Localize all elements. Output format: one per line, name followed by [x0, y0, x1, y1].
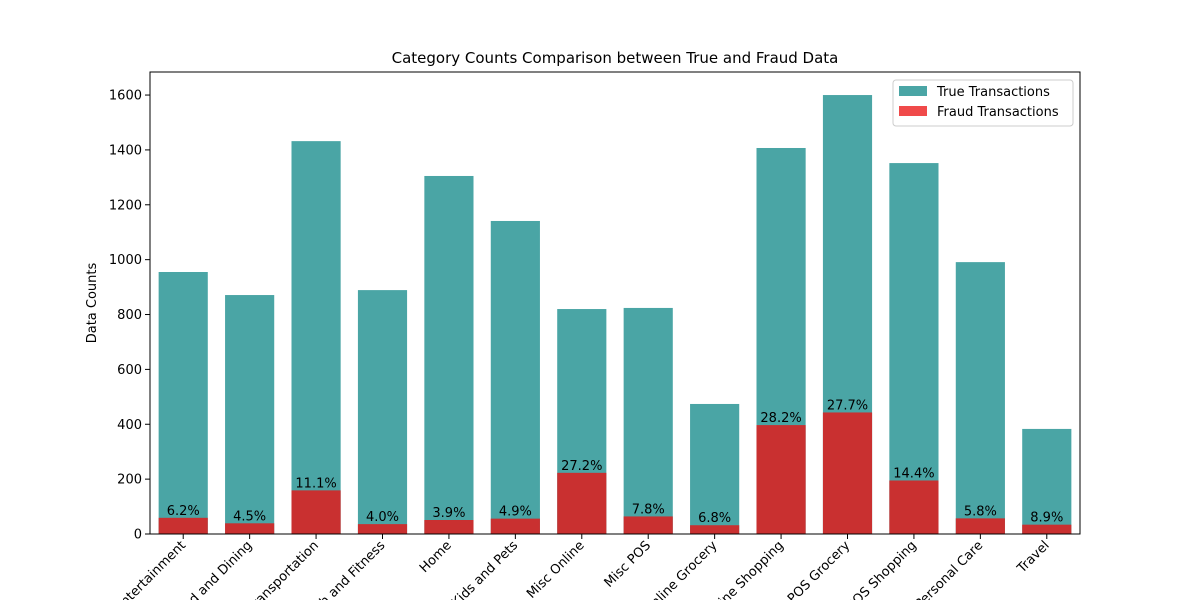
x-tick-label: Entertainment: [112, 538, 189, 600]
bar: [623, 516, 673, 534]
bar: [158, 517, 208, 534]
bar: [822, 412, 873, 534]
bar: [225, 295, 275, 534]
bar: [623, 307, 673, 534]
bar: [225, 523, 275, 534]
bar: [158, 271, 208, 534]
bar: [490, 220, 540, 534]
y-tick-label: 400: [117, 418, 142, 433]
y-tick-label: 1600: [109, 89, 142, 104]
x-tick-label: Personal Care: [912, 538, 986, 600]
plot-frame: [149, 71, 1081, 535]
x-tick-label: Travel: [1014, 538, 1053, 577]
bar: [357, 290, 408, 534]
y-tick-label: 1200: [109, 198, 142, 213]
data-label: 27.2%: [561, 459, 602, 474]
data-label: 11.1%: [295, 476, 336, 491]
legend-label: Fraud Transactions: [937, 105, 1059, 120]
bar: [889, 163, 939, 534]
bar: [291, 490, 341, 534]
y-tick-label: 0: [134, 528, 142, 543]
x-tick-label: POS Shopping: [844, 538, 919, 600]
data-label: 6.2%: [167, 504, 200, 519]
x-tick-label: Misc POS: [602, 538, 654, 590]
bar: [756, 425, 806, 534]
bar: [690, 525, 740, 534]
x-tick-label: Misc Online: [524, 538, 588, 600]
bar: [557, 472, 607, 534]
x-tick-label: Home: [417, 538, 455, 576]
legend-label: True Transactions: [936, 85, 1050, 100]
bar: [955, 262, 1005, 534]
data-label: 3.9%: [432, 506, 465, 521]
legend-swatch: [899, 106, 927, 116]
y-tick-label: 600: [117, 363, 142, 378]
data-label: 27.7%: [827, 398, 868, 413]
data-label: 14.4%: [893, 467, 934, 482]
bar: [1022, 428, 1072, 534]
legend-swatch: [899, 86, 927, 96]
chart-title: Category Counts Comparison between True …: [392, 49, 839, 67]
x-tick-label: POS Grocery: [785, 538, 854, 600]
x-tick-label: Kids and Pets: [449, 538, 521, 600]
data-label: 4.5%: [233, 509, 266, 524]
y-tick-label: 1000: [109, 253, 142, 268]
bar: [1022, 524, 1072, 534]
y-tick-label: 1400: [109, 143, 142, 158]
data-label: 8.9%: [1030, 511, 1063, 526]
legend-box: [892, 79, 1074, 127]
data-label: 4.0%: [366, 510, 399, 525]
bar: [490, 518, 540, 534]
bar: [955, 518, 1005, 534]
bar: [424, 520, 474, 534]
y-tick-label: 800: [117, 308, 142, 323]
bar: [889, 480, 939, 534]
bar: [291, 141, 341, 535]
y-axis-label: Data Counts: [85, 263, 100, 344]
x-tick-label: Online Grocery: [641, 538, 721, 600]
bar: [357, 524, 408, 534]
data-label: 4.9%: [499, 505, 532, 520]
bar: [690, 403, 740, 534]
y-tick-label: 200: [117, 473, 142, 488]
data-label: 28.2%: [760, 411, 801, 426]
bar: [424, 175, 474, 535]
data-label: 5.8%: [964, 504, 997, 519]
data-label: 7.8%: [632, 502, 665, 517]
data-label: 6.8%: [698, 511, 731, 526]
